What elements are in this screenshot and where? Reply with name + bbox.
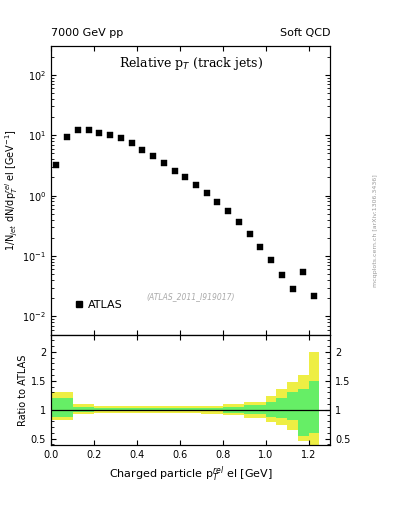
Legend: ATLAS: ATLAS <box>71 295 128 314</box>
X-axis label: Charged particle p$_T^{rel}$ el [GeV]: Charged particle p$_T^{rel}$ el [GeV] <box>109 464 272 484</box>
Text: Relative p$_{T}$ (track jets): Relative p$_{T}$ (track jets) <box>119 55 263 72</box>
Y-axis label: 1/N$_{jet}$ dN/dp$_T^{rel}$ el [GeV$^{-1}$]: 1/N$_{jet}$ dN/dp$_T^{rel}$ el [GeV$^{-1… <box>3 130 20 251</box>
Text: (ATLAS_2011_I919017): (ATLAS_2011_I919017) <box>146 292 235 302</box>
Text: mcqplots.cern.ch [arXiv:1306.3436]: mcqplots.cern.ch [arXiv:1306.3436] <box>373 174 378 287</box>
Y-axis label: Ratio to ATLAS: Ratio to ATLAS <box>18 354 28 425</box>
Text: 7000 GeV pp: 7000 GeV pp <box>51 28 123 38</box>
Text: Soft QCD: Soft QCD <box>280 28 330 38</box>
